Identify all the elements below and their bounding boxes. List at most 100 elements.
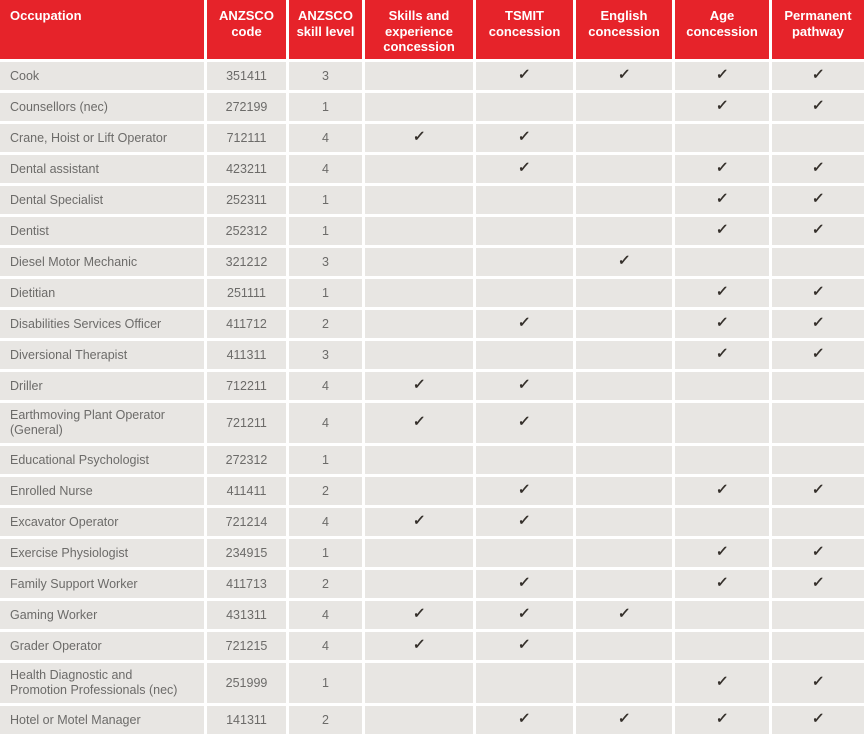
cell-skills-experience bbox=[365, 310, 473, 338]
check-icon: ✓ bbox=[715, 98, 729, 115]
cell-occupation: Dentist bbox=[0, 217, 204, 245]
cell-anzsco-code: 321212 bbox=[207, 248, 286, 276]
cell-age bbox=[675, 403, 769, 443]
check-icon: ✓ bbox=[811, 284, 825, 301]
cell-permanent: ✓ bbox=[772, 570, 864, 598]
check-icon: ✓ bbox=[715, 284, 729, 301]
cell-anzsco-code: 411713 bbox=[207, 570, 286, 598]
cell-anzsco-skill-level: 4 bbox=[289, 601, 362, 629]
header-cell-english: English concession bbox=[576, 0, 672, 59]
cell-anzsco-skill-level: 1 bbox=[289, 446, 362, 474]
cell-permanent bbox=[772, 248, 864, 276]
cell-skills-experience bbox=[365, 570, 473, 598]
cell-tsmit: ✓ bbox=[476, 570, 573, 598]
cell-anzsco-skill-level: 1 bbox=[289, 539, 362, 567]
check-icon: ✓ bbox=[811, 67, 825, 84]
cell-tsmit bbox=[476, 93, 573, 121]
check-icon: ✓ bbox=[517, 575, 532, 592]
cell-occupation: Crane, Hoist or Lift Operator bbox=[0, 124, 204, 152]
cell-english bbox=[576, 570, 672, 598]
cell-anzsco-code: 411411 bbox=[207, 477, 286, 505]
cell-english bbox=[576, 93, 672, 121]
check-icon: ✓ bbox=[617, 67, 631, 84]
cell-skills-experience bbox=[365, 62, 473, 90]
cell-anzsco-skill-level: 2 bbox=[289, 477, 362, 505]
cell-anzsco-skill-level: 1 bbox=[289, 186, 362, 214]
check-icon: ✓ bbox=[517, 377, 532, 394]
cell-occupation: Health Diagnostic and Promotion Professi… bbox=[0, 663, 204, 703]
cell-permanent: ✓ bbox=[772, 93, 864, 121]
cell-occupation: Cook bbox=[0, 62, 204, 90]
cell-age: ✓ bbox=[675, 539, 769, 567]
cell-age bbox=[675, 372, 769, 400]
cell-tsmit bbox=[476, 446, 573, 474]
check-icon: ✓ bbox=[517, 513, 532, 530]
cell-tsmit: ✓ bbox=[476, 372, 573, 400]
check-icon: ✓ bbox=[715, 346, 729, 363]
cell-anzsco-code: 721211 bbox=[207, 403, 286, 443]
cell-english bbox=[576, 508, 672, 536]
header-cell-anzsco-skill-level: ANZSCO skill level bbox=[289, 0, 362, 59]
cell-age bbox=[675, 508, 769, 536]
cell-occupation: Dental assistant bbox=[0, 155, 204, 183]
cell-anzsco-code: 721214 bbox=[207, 508, 286, 536]
cell-skills-experience bbox=[365, 186, 473, 214]
check-icon: ✓ bbox=[617, 606, 631, 623]
cell-age: ✓ bbox=[675, 279, 769, 307]
check-icon: ✓ bbox=[517, 414, 532, 431]
cell-occupation: Counsellors (nec) bbox=[0, 93, 204, 121]
check-icon: ✓ bbox=[715, 482, 729, 499]
check-icon: ✓ bbox=[517, 482, 532, 499]
cell-occupation: Grader Operator bbox=[0, 632, 204, 660]
cell-age bbox=[675, 632, 769, 660]
cell-occupation: Earthmoving Plant Operator (General) bbox=[0, 403, 204, 443]
cell-english bbox=[576, 477, 672, 505]
check-icon: ✓ bbox=[517, 129, 532, 146]
check-icon: ✓ bbox=[715, 67, 729, 84]
cell-permanent: ✓ bbox=[772, 217, 864, 245]
cell-english: ✓ bbox=[576, 601, 672, 629]
cell-permanent: ✓ bbox=[772, 539, 864, 567]
cell-skills-experience: ✓ bbox=[365, 403, 473, 443]
cell-english bbox=[576, 632, 672, 660]
cell-anzsco-code: 721215 bbox=[207, 632, 286, 660]
cell-skills-experience bbox=[365, 248, 473, 276]
cell-skills-experience bbox=[365, 279, 473, 307]
check-icon: ✓ bbox=[412, 129, 426, 146]
cell-permanent bbox=[772, 124, 864, 152]
cell-occupation: Gaming Worker bbox=[0, 601, 204, 629]
cell-skills-experience bbox=[365, 663, 473, 703]
cell-skills-experience bbox=[365, 93, 473, 121]
cell-anzsco-skill-level: 4 bbox=[289, 632, 362, 660]
check-icon: ✓ bbox=[715, 544, 729, 561]
cell-age: ✓ bbox=[675, 217, 769, 245]
cell-skills-experience bbox=[365, 539, 473, 567]
cell-permanent: ✓ bbox=[772, 310, 864, 338]
check-icon: ✓ bbox=[811, 711, 825, 728]
cell-tsmit: ✓ bbox=[476, 508, 573, 536]
cell-tsmit: ✓ bbox=[476, 310, 573, 338]
check-icon: ✓ bbox=[811, 98, 825, 115]
check-icon: ✓ bbox=[517, 315, 532, 332]
cell-tsmit: ✓ bbox=[476, 706, 573, 734]
cell-anzsco-skill-level: 4 bbox=[289, 372, 362, 400]
cell-permanent bbox=[772, 372, 864, 400]
cell-permanent bbox=[772, 601, 864, 629]
check-icon: ✓ bbox=[811, 222, 825, 239]
header-cell-occupation: Occupation bbox=[0, 0, 204, 59]
cell-skills-experience bbox=[365, 341, 473, 369]
check-icon: ✓ bbox=[715, 222, 729, 239]
cell-anzsco-code: 252312 bbox=[207, 217, 286, 245]
cell-anzsco-skill-level: 3 bbox=[289, 248, 362, 276]
cell-tsmit: ✓ bbox=[476, 62, 573, 90]
cell-permanent bbox=[772, 632, 864, 660]
header-cell-anzsco-code: ANZSCO code bbox=[207, 0, 286, 59]
cell-anzsco-code: 272199 bbox=[207, 93, 286, 121]
cell-skills-experience: ✓ bbox=[365, 124, 473, 152]
cell-tsmit: ✓ bbox=[476, 403, 573, 443]
cell-anzsco-skill-level: 1 bbox=[289, 663, 362, 703]
header-cell-tsmit: TSMIT concession bbox=[476, 0, 573, 59]
check-icon: ✓ bbox=[811, 575, 825, 592]
check-icon: ✓ bbox=[811, 544, 825, 561]
check-icon: ✓ bbox=[811, 482, 825, 499]
